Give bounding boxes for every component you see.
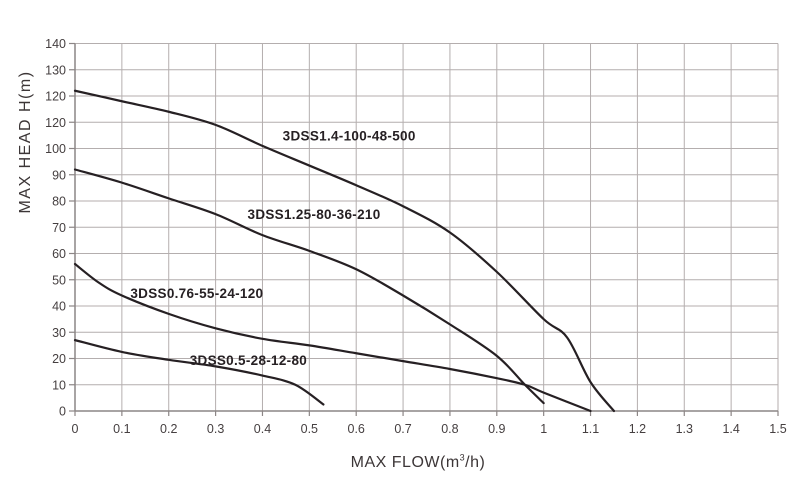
- x-tick-label: 1.3: [676, 422, 693, 436]
- x-tick-label: 1.4: [722, 422, 739, 436]
- x-axis-title-superscript: 3: [459, 452, 466, 463]
- x-tick-label: 0.3: [207, 422, 224, 436]
- y-tick-label: 120: [45, 116, 66, 130]
- y-tick-label: 10: [52, 378, 66, 392]
- y-tick-label: 60: [52, 247, 66, 261]
- x-tick-label: 1.2: [629, 422, 646, 436]
- x-tick-label: 1.5: [769, 422, 786, 436]
- y-tick-label: 0: [59, 405, 66, 419]
- x-axis-title: MAX FLOW(m3/h): [350, 452, 486, 472]
- pump-curve: [73, 168, 545, 405]
- y-tick-label: 70: [52, 221, 66, 235]
- curve-label: 3DSS1.4-100-48-500: [283, 128, 416, 143]
- x-tick-label: 0.8: [441, 422, 458, 436]
- y-tick-label: 80: [52, 195, 66, 209]
- curve-label: 3DSS0.5-28-12-80: [190, 353, 307, 368]
- x-tick-label: 0: [72, 422, 79, 436]
- y-tick-label: 140: [45, 37, 66, 51]
- x-tick-label: 0.4: [254, 422, 271, 436]
- x-tick-label: 0.7: [394, 422, 411, 436]
- pump-curve: [73, 262, 592, 413]
- y-tick-label: 130: [45, 63, 66, 77]
- y-axis-title: MAX HEAD H(m): [17, 70, 35, 213]
- y-tick-label: 20: [52, 352, 66, 366]
- y-tick-label: 50: [52, 273, 66, 287]
- curve-label: 3DSS0.76-55-24-120: [130, 286, 263, 301]
- x-tick-label: 0.5: [301, 422, 318, 436]
- pump-curve: [73, 89, 616, 413]
- x-axis-title-prefix: MAX FLOW(m: [350, 454, 460, 471]
- y-axis-title-text: MAX HEAD H(m): [17, 70, 34, 214]
- y-tick-label: 40: [52, 300, 66, 314]
- x-tick-label: 1: [540, 422, 547, 436]
- x-tick-label: 0.2: [160, 422, 177, 436]
- y-tick-label: 120: [45, 90, 66, 104]
- pump-curve: [73, 339, 325, 406]
- y-tick-label: 30: [52, 326, 66, 340]
- x-tick-label: 0.9: [488, 422, 505, 436]
- x-tick-label: 0.6: [348, 422, 365, 436]
- x-tick-label: 1.1: [582, 422, 599, 436]
- y-tick-label: 90: [52, 168, 66, 182]
- curve-label: 3DSS1.25-80-36-210: [248, 207, 381, 222]
- x-tick-label: 0.1: [113, 422, 130, 436]
- y-tick-label: 100: [45, 142, 66, 156]
- x-axis-title-suffix: /h): [465, 454, 486, 471]
